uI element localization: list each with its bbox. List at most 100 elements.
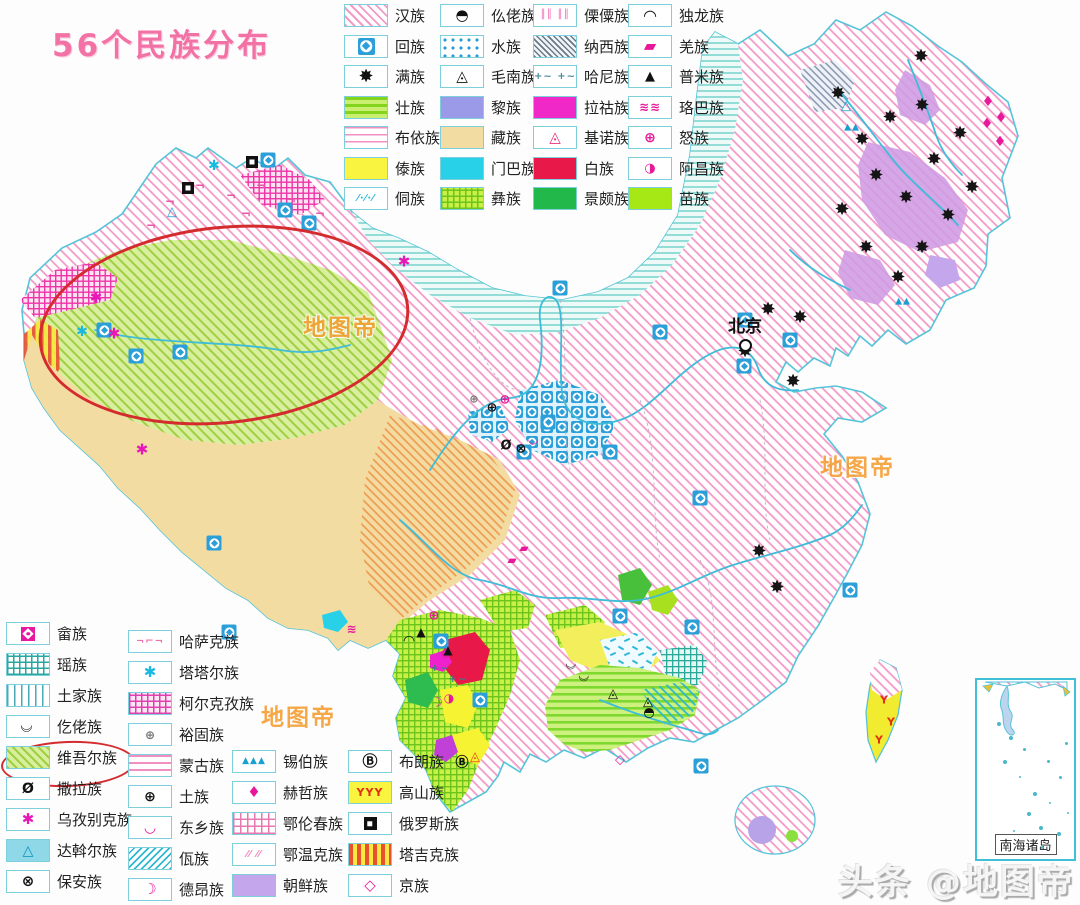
legend-label: 布依族 [395, 129, 441, 147]
legend-item-哈尼族: +~ +~ 哈尼族 [533, 65, 629, 88]
island-dot [1041, 846, 1044, 849]
legend-label: 塔吉克族 [399, 846, 460, 864]
legend-swatch [628, 187, 672, 210]
legend-label: 珞巴族 [679, 98, 725, 117]
legend-label: 高山族 [399, 784, 445, 802]
legend-swatch: ◑ [628, 156, 672, 180]
legend-swatch [344, 34, 388, 58]
legend-label: 白族 [584, 159, 615, 178]
region-dai-1 [440, 685, 478, 728]
legend-label: 撒拉族 [57, 780, 103, 798]
legend-item-达斡尔族: △ 达斡尔族 [6, 839, 117, 862]
legend-swatch [232, 874, 276, 897]
region-guizhou-chartreuse [648, 585, 678, 615]
legend-item-傣族: 傣族 [344, 156, 426, 180]
island-dot [1067, 812, 1069, 814]
legend-swatch: ♦ [232, 781, 276, 804]
legend-item-朝鲜族: 朝鲜族 [232, 874, 328, 897]
legend-swatch [344, 4, 388, 27]
legend-item-布依族: 布依族 [344, 126, 440, 149]
legend-item-毛南族: ◬ 毛南族 [440, 65, 536, 88]
legend-item-羌族: ▰ 羌族 [628, 34, 709, 58]
legend-item-藏族: 藏族 [440, 126, 521, 149]
legend-label: 傣族 [395, 159, 426, 178]
legend-swatch: ☽ [128, 878, 172, 901]
legend-label: 阿昌族 [679, 159, 725, 178]
legend-label: 傈僳族 [584, 7, 630, 25]
legend-label: 锡伯族 [283, 753, 329, 771]
island-dot [1065, 742, 1068, 745]
legend-label: 满族 [395, 68, 426, 86]
legend-item-纳西族: 纳西族 [533, 34, 629, 58]
legend-label: 畲族 [57, 625, 88, 643]
legend-item-傈僳族: ║║ ║║ 傈僳族 [533, 4, 629, 27]
legend-item-京族: ◇ 京族 [348, 874, 429, 897]
legend-label: 侗族 [395, 190, 426, 208]
legend-item-彝族: 彝族 [440, 187, 521, 210]
legend-swatch [128, 692, 172, 715]
legend-label: 拉祜族 [584, 98, 630, 117]
legend-item-土族: ⊕ 土族 [128, 785, 209, 808]
legend-swatch [533, 187, 577, 210]
island-dot [1057, 832, 1061, 836]
legend-label: 保安族 [57, 873, 103, 891]
legend-item-柯尔克孜族: 柯尔克孜族 [128, 692, 254, 715]
legend-swatch [440, 95, 484, 119]
legend-label: 普米族 [679, 68, 725, 86]
region-lahu [430, 650, 452, 672]
legend-label: 达斡尔族 [57, 842, 118, 860]
legend-item-阿昌族: ◑ 阿昌族 [628, 156, 725, 180]
watermark-ditudi: 地图帝 [303, 315, 378, 341]
legend-label: 水族 [491, 37, 522, 56]
legend-item-塔吉克族: 塔吉克族 [348, 843, 459, 866]
legend-item-瑶族: 瑶族 [6, 653, 87, 676]
legend-swatch: ✱ [6, 808, 50, 831]
beijing-marker: 北京 [728, 312, 762, 352]
legend-label: 朝鲜族 [283, 877, 329, 895]
inset-label: 南海诸岛 [994, 834, 1057, 855]
legend-item-裕固族: ⊕ 裕固族 [128, 723, 224, 746]
region-manchu-1 [858, 142, 968, 252]
legend-swatch: ◡ [128, 816, 172, 839]
legend-item-仡佬族: ☾ 仡佬族 [6, 715, 102, 738]
legend-item-蒙古族: 蒙古族 [128, 754, 224, 777]
legend-swatch: ⊕ [128, 785, 172, 808]
legend-label: 仡佬族 [57, 718, 103, 736]
south-china-sea-inset: 南海诸岛 [975, 678, 1076, 861]
region-dai-2 [452, 728, 490, 765]
region-hui-checker-2 [468, 405, 510, 442]
legend-swatch: ◇ [348, 874, 392, 897]
legend-swatch: +~ +~ [533, 65, 577, 88]
legend-label: 土家族 [57, 687, 103, 705]
legend-item-赫哲族: ♦ 赫哲族 [232, 781, 328, 804]
beijing-label: 北京 [728, 317, 762, 337]
legend-item-珞巴族: ≋≋ 珞巴族 [628, 95, 725, 119]
region-manchu-2 [895, 70, 940, 125]
legend-swatch: YYY [348, 781, 392, 804]
island-dot [1019, 776, 1021, 778]
legend-swatch: ⁄·⁄·⁄ [344, 187, 388, 210]
legend-swatch: ⁄⁄ ⁄⁄ [232, 843, 276, 866]
region-purple-blob [434, 735, 458, 762]
island-dot [1039, 826, 1043, 830]
page-title: 56个民族分布 [52, 28, 272, 64]
legend-swatch: ✸ [344, 65, 388, 88]
legend-item-白族: 白族 [533, 156, 615, 180]
legend-swatch [344, 95, 388, 119]
legend-swatch [128, 754, 172, 777]
island-hainan [734, 785, 816, 855]
legend-label: 景颇族 [584, 190, 630, 208]
island-dot [1047, 760, 1050, 763]
watermark-toutiao: 头条 @地图帝 [837, 863, 1074, 903]
legend-label: 黎族 [491, 98, 522, 117]
legend-swatch [6, 653, 50, 676]
legend-label: 乌孜别克族 [57, 811, 133, 829]
legend-item-锡伯族: ▲▲▲ 锡伯族 [232, 750, 328, 773]
legend-swatch: ║║ ║║ [533, 4, 577, 27]
region-qinghai-hatch [360, 415, 515, 620]
legend-item-布朗族: Ⓑ 布朗族 [348, 750, 444, 773]
legend-swatch: ◬ [440, 65, 484, 88]
legend-item-基诺族: ◬ 基诺族 [533, 126, 629, 149]
legend-item-仫佬族: ◓ 仫佬族 [440, 4, 536, 27]
